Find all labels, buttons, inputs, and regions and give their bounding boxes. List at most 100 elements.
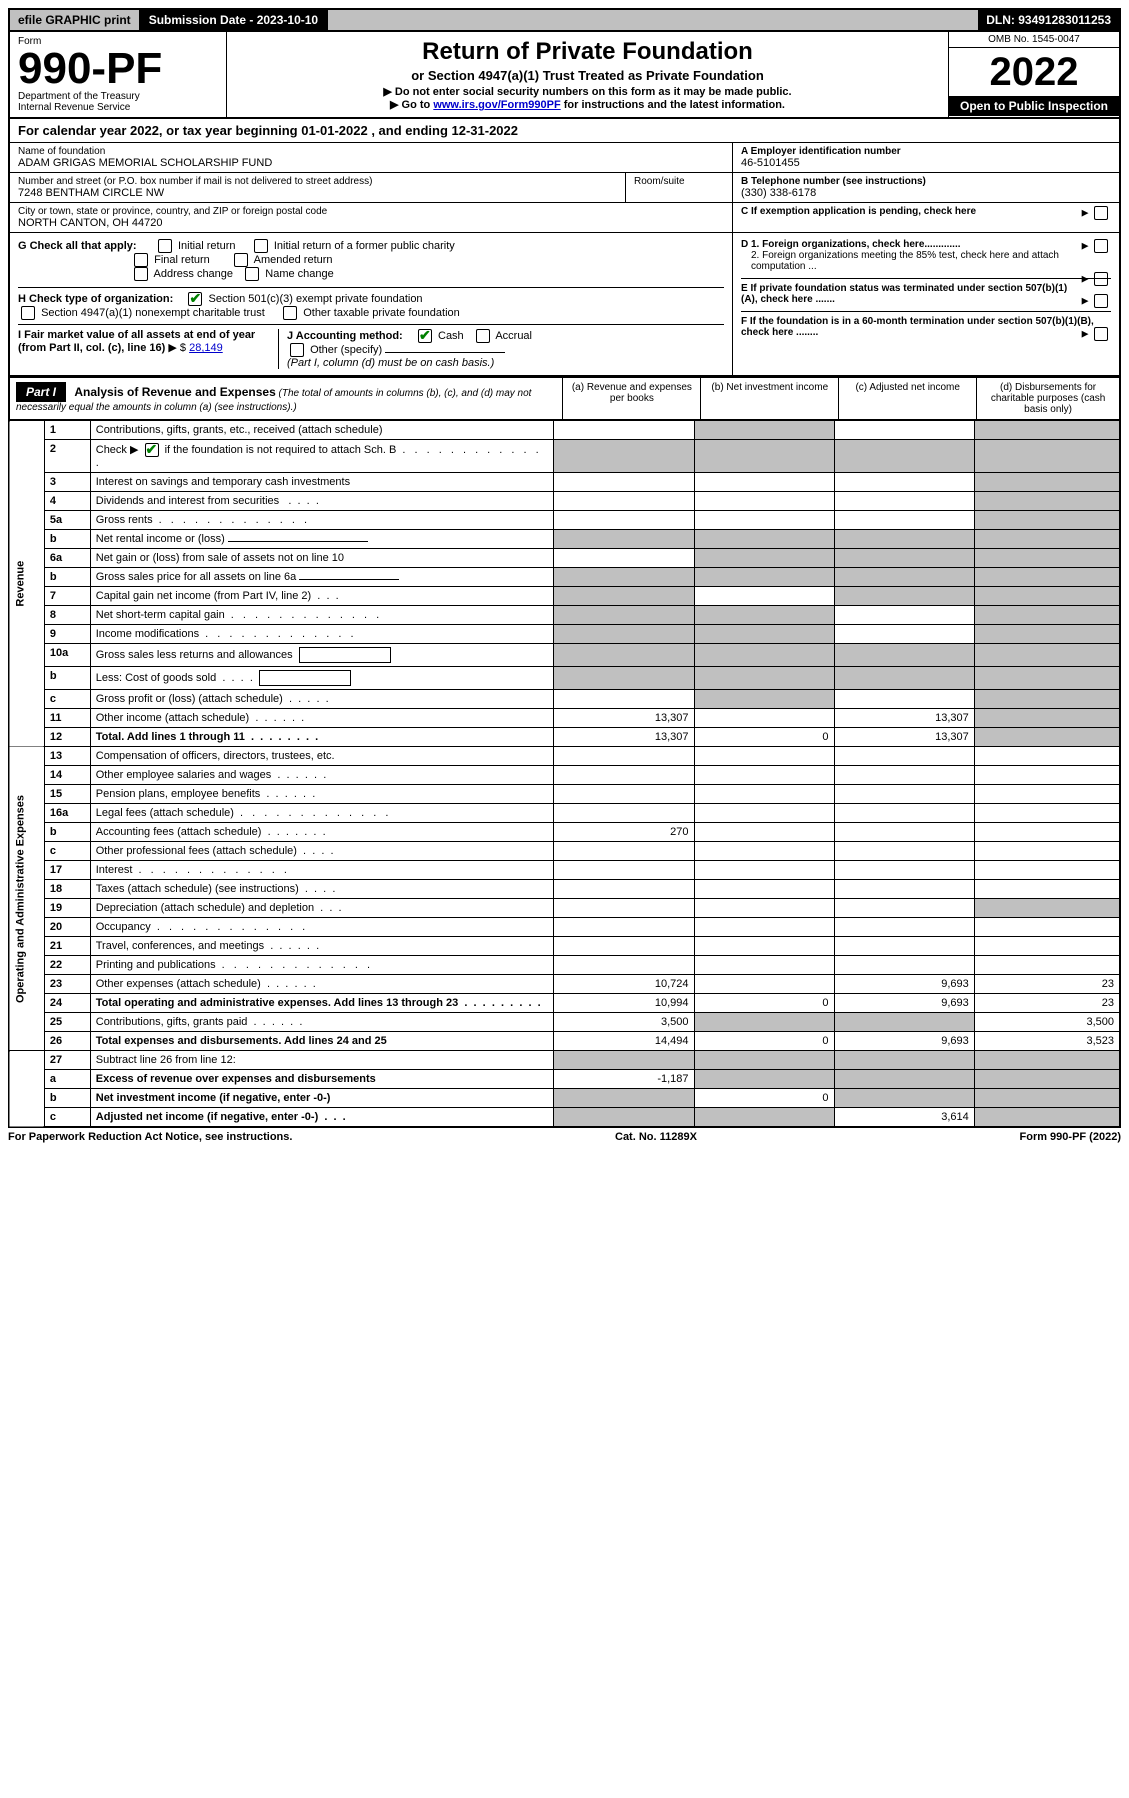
h3-label: Other taxable private foundation <box>303 307 460 319</box>
form-note-1: ▶ Do not enter social security numbers o… <box>233 85 942 98</box>
lineno: 22 <box>44 956 90 975</box>
r23-a: 10,724 <box>554 975 694 994</box>
calendar-year-line: For calendar year 2022, or tax year begi… <box>8 119 1121 143</box>
line-4-desc: Dividends and interest from securities .… <box>90 492 554 511</box>
line-11-desc: Other income (attach schedule) . . . . .… <box>90 709 554 728</box>
r11-c: 13,307 <box>834 709 974 728</box>
line-27-desc: Subtract line 26 from line 12: <box>90 1051 554 1070</box>
addr-label: Number and street (or P.O. box number if… <box>18 176 617 187</box>
lineno: 16a <box>44 804 90 823</box>
form-header: Form 990-PF Department of the Treasury I… <box>8 32 1121 119</box>
r27b-b: 0 <box>694 1089 834 1108</box>
form990pf-link[interactable]: www.irs.gov/Form990PF <box>433 99 560 111</box>
initial-return-checkbox[interactable] <box>158 239 172 253</box>
f-checkbox[interactable] <box>1094 327 1108 341</box>
schb-checkbox[interactable] <box>145 443 159 457</box>
checks-right: D 1. Foreign organizations, check here..… <box>732 233 1119 375</box>
irs-label: Internal Revenue Service <box>18 102 218 113</box>
part1-header-row: Part I Analysis of Revenue and Expenses … <box>8 377 1121 421</box>
tax-year: 2022 <box>949 48 1119 96</box>
form-title-block: Return of Private Foundation or Section … <box>227 32 948 117</box>
d2-checkbox[interactable] <box>1094 272 1108 286</box>
e-label: E If private foundation status was termi… <box>741 283 1067 305</box>
c-block: C If exemption application is pending, c… <box>733 203 1119 233</box>
footer-left: For Paperwork Reduction Act Notice, see … <box>8 1131 292 1143</box>
line-10a-desc: Gross sales less returns and allowances <box>90 644 554 667</box>
j-note: (Part I, column (d) must be on cash basi… <box>287 357 494 369</box>
lineno: 20 <box>44 918 90 937</box>
addr-tel-row: Number and street (or P.O. box number if… <box>8 173 1121 203</box>
r26-b: 0 <box>694 1032 834 1051</box>
line-27a-desc: Excess of revenue over expenses and disb… <box>90 1070 554 1089</box>
lineno: b <box>44 568 90 587</box>
line-20-desc: Occupancy <box>90 918 554 937</box>
arrow-icon: ▶ <box>1082 327 1111 341</box>
501c3-checkbox[interactable] <box>188 292 202 306</box>
line-2-desc: Check ▶ if the foundation is not require… <box>90 440 554 473</box>
lineno: b <box>44 667 90 690</box>
lineno: 18 <box>44 880 90 899</box>
initial-return-former-checkbox[interactable] <box>254 239 268 253</box>
r11-a: 13,307 <box>554 709 694 728</box>
lineno: 17 <box>44 861 90 880</box>
lineno: 4 <box>44 492 90 511</box>
other-method-checkbox[interactable] <box>290 343 304 357</box>
form-title: Return of Private Foundation <box>233 38 942 66</box>
line-21-desc: Travel, conferences, and meetings . . . … <box>90 937 554 956</box>
ein-value: 46-5101455 <box>741 157 1111 169</box>
r12-a: 13,307 <box>554 728 694 747</box>
line-6a-desc: Net gain or (loss) from sale of assets n… <box>90 549 554 568</box>
c-checkbox[interactable] <box>1094 206 1108 220</box>
g5-label: Address change <box>154 268 234 280</box>
city-c-row: City or town, state or province, country… <box>8 203 1121 233</box>
line-5a-desc: Gross rents <box>90 511 554 530</box>
line-8-desc: Net short-term capital gain <box>90 606 554 625</box>
d1-checkbox[interactable] <box>1094 239 1108 253</box>
lineno: 6a <box>44 549 90 568</box>
fmv-value[interactable]: 28,149 <box>189 342 223 354</box>
j-block: J Accounting method: Cash Accrual Other … <box>278 329 724 369</box>
dln-label: DLN: 93491283011253 <box>978 10 1119 30</box>
line-13-desc: Compensation of officers, directors, tru… <box>90 747 554 766</box>
4947a1-checkbox[interactable] <box>21 306 35 320</box>
r27c-c: 3,614 <box>834 1108 974 1128</box>
r26-c: 9,693 <box>834 1032 974 1051</box>
city-label: City or town, state or province, country… <box>18 206 724 217</box>
accrual-checkbox[interactable] <box>476 329 490 343</box>
g-label: G Check all that apply: <box>18 240 137 252</box>
amended-return-checkbox[interactable] <box>234 253 248 267</box>
g2-label: Initial return of a former public charit… <box>274 240 455 252</box>
name-label: Name of foundation <box>18 146 724 157</box>
lineno: 23 <box>44 975 90 994</box>
other-taxable-checkbox[interactable] <box>283 306 297 320</box>
e-checkbox[interactable] <box>1094 294 1108 308</box>
open-public-label: Open to Public Inspection <box>949 96 1119 116</box>
r12-b: 0 <box>694 728 834 747</box>
col-d-header: (d) Disbursements for charitable purpose… <box>976 378 1119 419</box>
r25-d: 3,500 <box>974 1013 1120 1032</box>
lineno: 27 <box>44 1051 90 1070</box>
topbar-spacer <box>328 10 978 30</box>
year-block: OMB No. 1545-0047 2022 Open to Public In… <box>948 32 1119 117</box>
lineno: 13 <box>44 747 90 766</box>
city-value: NORTH CANTON, OH 44720 <box>18 217 724 229</box>
city-block: City or town, state or province, country… <box>10 203 733 233</box>
h-label: H Check type of organization: <box>18 293 173 305</box>
lineno: 5a <box>44 511 90 530</box>
lineno: 24 <box>44 994 90 1013</box>
lineno: c <box>44 1108 90 1128</box>
cash-checkbox[interactable] <box>418 329 432 343</box>
line-27b-desc: Net investment income (if negative, ente… <box>90 1089 554 1108</box>
f-label: F If the foundation is in a 60-month ter… <box>741 316 1094 338</box>
name-change-checkbox[interactable] <box>245 267 259 281</box>
name-ein-row: Name of foundation ADAM GRIGAS MEMORIAL … <box>8 143 1121 173</box>
lineno: a <box>44 1070 90 1089</box>
lineno: 1 <box>44 421 90 440</box>
lineno: 8 <box>44 606 90 625</box>
lineno: 26 <box>44 1032 90 1051</box>
final-return-checkbox[interactable] <box>134 253 148 267</box>
address-change-checkbox[interactable] <box>134 267 148 281</box>
line-10c-desc: Gross profit or (loss) (attach schedule)… <box>90 690 554 709</box>
part1-title-block: Part I Analysis of Revenue and Expenses … <box>10 378 562 419</box>
lineno: b <box>44 1089 90 1108</box>
